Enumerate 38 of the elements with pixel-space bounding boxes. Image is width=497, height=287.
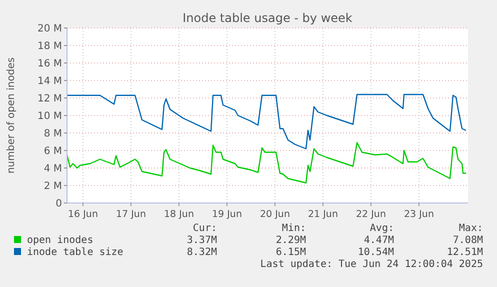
legend-label: open inodes (27, 235, 94, 246)
y-tick-label: 18 M (37, 41, 62, 52)
x-tick-label: 21 Jun (308, 209, 338, 220)
x-tick-label: 19 Jun (212, 209, 242, 220)
text: 10.54M (358, 247, 394, 258)
y-tick-label: 6 M (44, 146, 62, 157)
text: 7.08M (452, 235, 483, 246)
text: 3.37M (186, 235, 217, 246)
x-tick-label: 23 Jun (404, 209, 434, 220)
text: 4.47M (364, 235, 394, 246)
legend-label: inode table size (27, 247, 124, 258)
y-tick-label: 8 M (44, 128, 62, 140)
y-tick-label: 2 M (44, 181, 62, 192)
chart-title: Inode table usage - by week (182, 11, 352, 25)
line-series (66, 94, 467, 150)
x-tick-label: 18 Jun (164, 209, 194, 220)
text: Last update: Tue Jun 24 12:00:04 2025 (260, 259, 483, 270)
y-tick-label: 10 M (37, 111, 62, 122)
text: Cur: (192, 223, 217, 234)
y-tick-label: 12 M (37, 94, 62, 104)
y-tick-label: 4 M (44, 164, 62, 174)
y-tick-label: 0 (56, 198, 62, 210)
x-tick-label: 22 Jun (356, 209, 386, 220)
y-tick-label: 20 M (37, 24, 62, 34)
x-tick-label: 20 Jun (260, 209, 290, 220)
x-tick-label: 16 Jun (68, 209, 98, 220)
y-tick-label: 14 M (37, 76, 62, 87)
text: 6.15M (276, 247, 306, 258)
text: Max: (458, 223, 483, 234)
y-axis-title: number of open inodes (6, 57, 17, 174)
x-tick-label: 17 Jun (116, 209, 146, 220)
text: 8.32M (186, 247, 217, 258)
text: 12.51M (446, 247, 483, 258)
text: 2.29M (276, 235, 306, 246)
line-series (66, 142, 467, 184)
text: Avg: (370, 223, 394, 234)
y-tick-label: 16 M (37, 58, 62, 70)
text: Min: (282, 223, 306, 234)
